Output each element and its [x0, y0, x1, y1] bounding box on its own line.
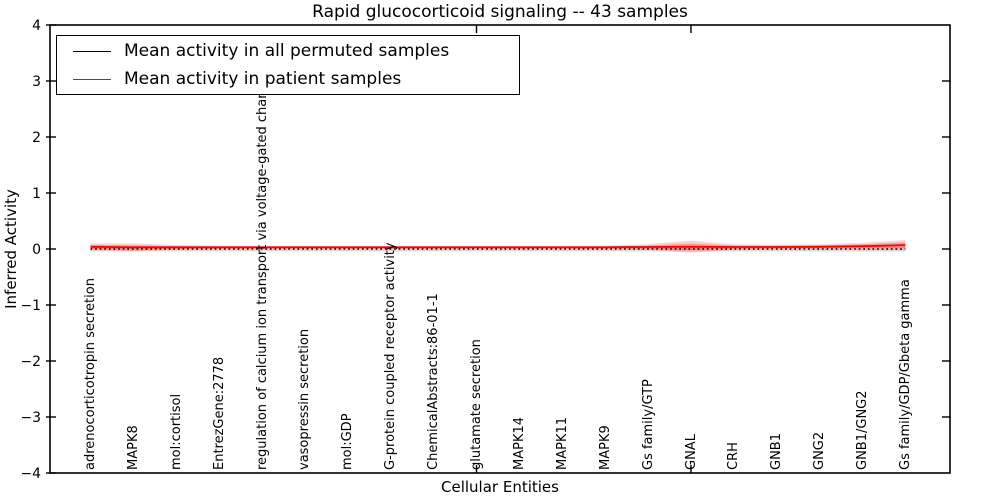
- patient-mean-line: [90, 244, 906, 249]
- y-tick-label: 4: [32, 18, 41, 34]
- x-tick-label-13: Gs family/GTP: [640, 379, 656, 470]
- legend-line-red: [73, 78, 111, 80]
- y-tick-label: −2: [20, 354, 41, 370]
- x-tick-label-2: mol:cortisol: [168, 393, 184, 470]
- x-tick-label-10: MAPK14: [511, 416, 527, 470]
- x-tick-label-4: regulation of calcium ion transport via …: [254, 70, 270, 470]
- x-tick-label-0: adrenocorticotropin secretion: [83, 278, 98, 470]
- y-tick-label: −1: [20, 298, 41, 314]
- x-tick-label-5: vasopressin secretion: [297, 328, 313, 470]
- x-tick-label-17: GNG2: [812, 431, 828, 470]
- x-tick-label-15: CRH: [726, 442, 742, 470]
- x-tick-label-16: GNB1: [769, 433, 785, 470]
- legend-label-permuted: Mean activity in all permuted samples: [124, 41, 450, 61]
- x-tick-label-12: MAPK9: [597, 425, 613, 470]
- y-tick-label: 0: [32, 242, 41, 258]
- x-tick-label-7: G-protein coupled receptor activity: [383, 242, 399, 470]
- y-axis-label: Inferred Activity: [2, 189, 20, 309]
- x-tick-label-11: MAPK11: [554, 416, 570, 470]
- x-tick-label-8: ChemicalAbstracts:86-01-1: [426, 293, 442, 470]
- patient-std-band-inner: [90, 242, 906, 251]
- x-tick-label-6: mol:GDP: [340, 413, 356, 470]
- y-tick-label: 2: [32, 130, 41, 146]
- x-tick-label-18: GNB1/GNG2: [855, 390, 870, 470]
- legend-entry-permuted: Mean activity in all permuted samples: [57, 38, 519, 64]
- x-tick-label-1: MAPK8: [125, 425, 141, 470]
- x-axis-label: Cellular Entities: [441, 478, 559, 496]
- x-tick-label-14: GNAL: [683, 434, 699, 470]
- y-tick-label: −3: [20, 410, 41, 426]
- legend-entry-patient: Mean activity in patient samples: [57, 66, 519, 92]
- legend-line-black: [73, 50, 111, 52]
- y-tick-label: 1: [32, 186, 41, 202]
- legend-label-patient: Mean activity in patient samples: [124, 69, 402, 89]
- x-tick-label-19: Gs family/GDP/Gbeta gamma: [897, 279, 913, 470]
- x-tick-label-3: EntrezGene:2778: [211, 356, 227, 470]
- legend: Mean activity in all permuted samples Me…: [56, 35, 520, 95]
- x-tick-label-9: glutamate secretion: [469, 339, 484, 470]
- y-tick-label: 3: [32, 74, 41, 90]
- y-tick-label: −4: [20, 466, 41, 482]
